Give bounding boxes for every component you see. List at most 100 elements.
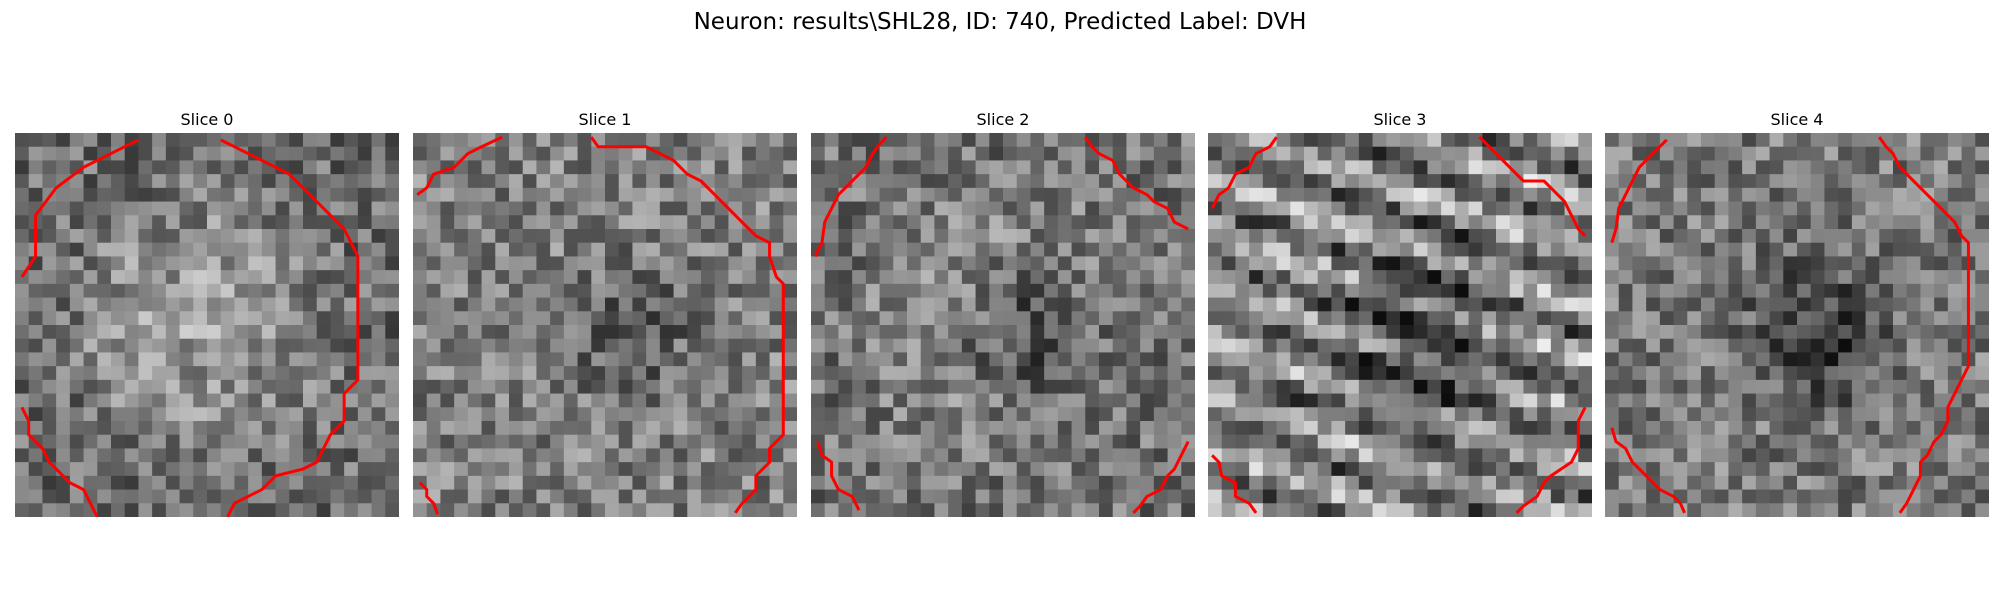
pixel (1906, 407, 1921, 422)
pixel (522, 338, 537, 353)
pixel (165, 187, 180, 202)
pixel (303, 352, 318, 367)
pixel (1167, 434, 1182, 449)
pixel (248, 283, 263, 298)
pixel (357, 133, 372, 148)
pixel (1714, 311, 1729, 326)
pixel (659, 133, 674, 148)
pixel (111, 379, 126, 394)
pixel (1646, 407, 1661, 422)
pixel (179, 462, 194, 477)
pixel (467, 366, 482, 381)
pixel (536, 146, 551, 161)
pixel (1742, 462, 1757, 477)
pixel (865, 503, 880, 517)
pixel (1235, 338, 1250, 353)
pixel (1276, 229, 1291, 244)
pixel (1085, 201, 1100, 216)
pixel (330, 407, 345, 422)
pixel (563, 297, 578, 312)
pixel (1126, 462, 1141, 477)
pixel (248, 201, 263, 216)
pixel (1290, 393, 1305, 408)
pixel (1920, 407, 1935, 422)
slice-title: Slice 2 (976, 110, 1030, 129)
pixel (605, 146, 620, 161)
pixel (1153, 503, 1168, 517)
pixel (385, 338, 399, 353)
pixel (42, 297, 57, 312)
pixel (1071, 421, 1086, 436)
pixel (522, 475, 537, 490)
pixel (316, 256, 331, 271)
pixel (111, 366, 126, 381)
pixel (1235, 201, 1250, 216)
pixel (1975, 338, 1989, 353)
pixel (1249, 270, 1264, 285)
pixel (1879, 229, 1894, 244)
pixel (1783, 187, 1798, 202)
pixel (865, 187, 880, 202)
pixel (934, 325, 949, 340)
pixel (1413, 242, 1428, 257)
pixel (1441, 475, 1456, 490)
pixel (124, 215, 139, 230)
pixel (1632, 352, 1647, 367)
pixel (220, 146, 235, 161)
pixel (1153, 407, 1168, 422)
pixel (591, 201, 606, 216)
pixel (934, 475, 949, 490)
pixel (865, 366, 880, 381)
pixel (1824, 393, 1839, 408)
pixel (1249, 434, 1264, 449)
pixel (1523, 393, 1538, 408)
pixel (632, 242, 647, 257)
pixel (865, 421, 880, 436)
pixel (1523, 407, 1538, 422)
pixel (1851, 448, 1866, 463)
pixel (687, 421, 702, 436)
pixel (1276, 421, 1291, 436)
pixel (1646, 421, 1661, 436)
pixel (1523, 201, 1538, 216)
pixel (1824, 242, 1839, 257)
pixel (1304, 297, 1319, 312)
pixel (1975, 215, 1989, 230)
pixel (605, 325, 620, 340)
pixel (1975, 229, 1989, 244)
pixel (509, 434, 524, 449)
pixel (1386, 462, 1401, 477)
pixel (1290, 187, 1305, 202)
pixel (454, 256, 469, 271)
pixel (1331, 338, 1346, 353)
pixel (1181, 393, 1195, 408)
pixel (42, 434, 57, 449)
pixel (865, 352, 880, 367)
pixel (1673, 270, 1688, 285)
pixel (550, 434, 565, 449)
pixel (714, 352, 729, 367)
pixel (1728, 133, 1743, 148)
pixel (934, 174, 949, 189)
pixel (1906, 379, 1921, 394)
pixel (989, 379, 1004, 394)
pixel (1167, 407, 1182, 422)
pixel (1304, 489, 1319, 504)
pixel (440, 229, 455, 244)
pixel (1742, 325, 1757, 340)
pixel (1797, 311, 1812, 326)
pixel (742, 201, 757, 216)
pixel (1879, 325, 1894, 340)
pixel (1057, 256, 1072, 271)
pixel (1851, 174, 1866, 189)
pixel (1769, 201, 1784, 216)
pixel (1906, 256, 1921, 271)
pixel (522, 434, 537, 449)
pixel (811, 256, 826, 271)
pixel (769, 133, 784, 148)
pixel (646, 448, 661, 463)
pixel (97, 215, 112, 230)
pixel (1851, 201, 1866, 216)
pixel (440, 475, 455, 490)
pixel (111, 448, 126, 463)
